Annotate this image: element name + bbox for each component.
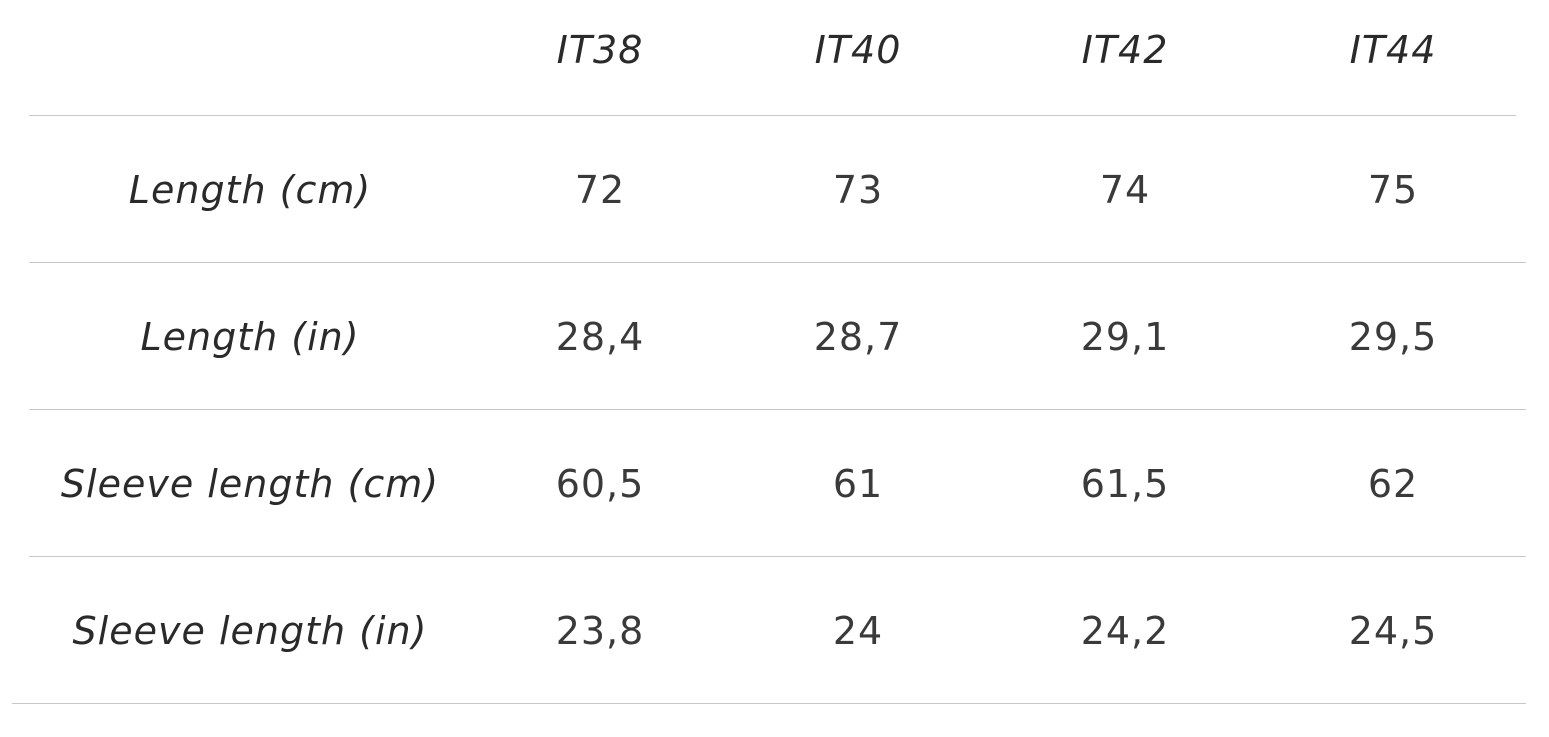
column-header: IT40 [814, 28, 902, 72]
cell-value: 73 [832, 168, 884, 212]
cell-value: 72 [574, 168, 626, 212]
divider [29, 262, 1526, 263]
cell-value: 29,1 [1080, 315, 1170, 359]
cell-value: 28,4 [555, 315, 645, 359]
divider [29, 556, 1526, 557]
cell-value: 23,8 [555, 609, 645, 653]
cell-value: 61,5 [1080, 462, 1170, 506]
divider [12, 703, 1526, 704]
row-label: Sleeve length (cm) [60, 462, 440, 506]
column-header: IT42 [1081, 28, 1169, 72]
cell-value: 75 [1367, 168, 1419, 212]
cell-value: 62 [1367, 462, 1419, 506]
cell-value: 24,2 [1080, 609, 1170, 653]
cell-value: 60,5 [555, 462, 645, 506]
row-label: Sleeve length (in) [72, 609, 428, 653]
divider [29, 409, 1526, 410]
cell-value: 61 [832, 462, 884, 506]
divider [29, 115, 1516, 116]
cell-value: 29,5 [1348, 315, 1438, 359]
column-header: IT44 [1349, 28, 1437, 72]
cell-value: 74 [1099, 168, 1151, 212]
row-label: Length (cm) [128, 168, 372, 212]
row-label: Length (in) [140, 315, 360, 359]
cell-value: 24 [832, 609, 884, 653]
cell-value: 24,5 [1348, 609, 1438, 653]
cell-value: 28,7 [813, 315, 903, 359]
column-header: IT38 [556, 28, 644, 72]
